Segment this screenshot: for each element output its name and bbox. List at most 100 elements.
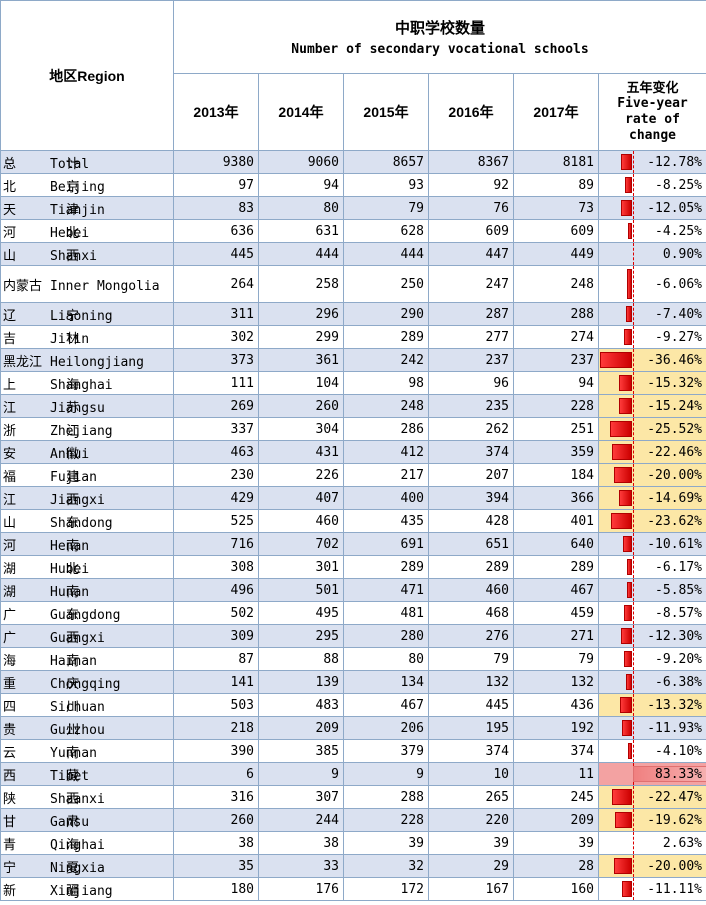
value-cell: 93 xyxy=(343,173,429,197)
value-cell: 248 xyxy=(343,394,429,418)
value-cell: 139 xyxy=(258,670,344,694)
region-name-en: Hubei xyxy=(50,561,90,577)
value-cell: 401 xyxy=(513,509,599,533)
year-header: 2017年 xyxy=(513,73,599,151)
bar-axis xyxy=(633,533,634,555)
value-cell: 447 xyxy=(428,242,514,266)
value-cell: 374 xyxy=(428,739,514,763)
change-value: -9.20% xyxy=(655,651,703,667)
region-cell: 福 建Fujian xyxy=(0,463,174,487)
table-row: 内蒙古 Inner Mongolia 264 258 250 247 248 -6.06% xyxy=(0,265,706,303)
table-title: 中职学校数量 Number of secondary vocational sc… xyxy=(172,0,706,74)
region-name-zh: 山 东 xyxy=(3,515,103,531)
change-bar xyxy=(610,421,633,437)
region-name-zh: 天 津 xyxy=(3,202,103,218)
region-name-en: Tianjin xyxy=(50,202,105,218)
value-cell: 390 xyxy=(173,739,259,763)
value-cell: 9 xyxy=(343,762,429,786)
region-name-zh: 江 苏 xyxy=(3,400,103,416)
bar-axis xyxy=(633,174,634,196)
change-value: -8.25% xyxy=(655,177,703,193)
value-cell: 88 xyxy=(258,647,344,671)
change-cell: -15.24% xyxy=(597,394,706,418)
value-cell: 311 xyxy=(173,302,259,326)
change-value: -19.62% xyxy=(647,812,703,828)
region-name-zh: 河 北 xyxy=(3,225,103,241)
year-header: 2014年 xyxy=(258,73,344,151)
bar-axis xyxy=(633,418,634,440)
region-cell: 安 徽Anhui xyxy=(0,440,174,464)
change-bar xyxy=(623,536,633,552)
change-value: -8.57% xyxy=(655,605,703,621)
change-header-en: rate of xyxy=(625,112,680,127)
value-cell: 258 xyxy=(258,265,344,303)
value-cell: 471 xyxy=(343,578,429,602)
table-row: 陕 西Shaanxi 316 307 288 265 245 -22.47% xyxy=(0,785,706,809)
value-cell: 277 xyxy=(428,325,514,349)
region-name-en: Jilin xyxy=(50,331,90,347)
change-bar xyxy=(612,789,633,805)
region-name-en: Shandong xyxy=(50,515,113,531)
value-cell: 33 xyxy=(258,854,344,878)
change-bar xyxy=(614,858,633,874)
region-cell: 海 南Hainan xyxy=(0,647,174,671)
value-cell: 301 xyxy=(258,555,344,579)
value-cell: 35 xyxy=(173,854,259,878)
value-cell: 269 xyxy=(173,394,259,418)
region-name-en: Total xyxy=(50,156,90,172)
change-bar xyxy=(621,154,633,170)
table-row: 四 川Sichuan 503 483 467 445 436 -13.32% xyxy=(0,693,706,717)
change-cell: -11.93% xyxy=(597,716,706,740)
value-cell: 8657 xyxy=(343,150,429,174)
change-bar xyxy=(626,674,633,690)
value-cell: 304 xyxy=(258,417,344,441)
value-cell: 361 xyxy=(258,348,344,372)
year-header: 2015年 xyxy=(343,73,429,151)
value-cell: 691 xyxy=(343,532,429,556)
change-bar xyxy=(627,582,633,598)
change-bar xyxy=(628,743,633,759)
value-cell: 467 xyxy=(513,578,599,602)
title-zh: 中职学校数量 xyxy=(395,20,486,37)
value-cell: 394 xyxy=(428,486,514,510)
change-cell: -12.05% xyxy=(597,196,706,220)
value-cell: 260 xyxy=(258,394,344,418)
value-cell: 379 xyxy=(343,739,429,763)
value-cell: 209 xyxy=(258,716,344,740)
change-value: 83.33% xyxy=(655,766,703,782)
bar-axis xyxy=(633,671,634,693)
region-cell: 吉 林Jilin xyxy=(0,325,174,349)
region-name-zh: 江 西 xyxy=(3,492,103,508)
value-cell: 29 xyxy=(428,854,514,878)
region-cell: 重 庆Chongqing xyxy=(0,670,174,694)
region-name-zh: 湖 南 xyxy=(3,584,103,600)
region-name-en: Hebei xyxy=(50,225,90,241)
value-cell: 467 xyxy=(343,693,429,717)
value-cell: 251 xyxy=(513,417,599,441)
value-cell: 195 xyxy=(428,716,514,740)
region-cell: 河 南Henan xyxy=(0,532,174,556)
change-value: -20.00% xyxy=(647,858,703,874)
region-name-en: Anhui xyxy=(50,446,90,462)
value-cell: 400 xyxy=(343,486,429,510)
region-name-en: Beijing xyxy=(50,179,105,195)
value-cell: 76 xyxy=(428,196,514,220)
value-cell: 172 xyxy=(343,877,429,901)
change-cell: -13.32% xyxy=(597,693,706,717)
region-cell: 西 藏Tibet xyxy=(0,762,174,786)
value-cell: 97 xyxy=(173,173,259,197)
region-header: 地区Region xyxy=(0,0,174,151)
value-cell: 8367 xyxy=(428,150,514,174)
value-cell: 274 xyxy=(513,325,599,349)
table-row: 福 建Fujian 230 226 217 207 184 -20.00% xyxy=(0,463,706,487)
table-row: 甘 肃Gansu 260 244 228 220 209 -19.62% xyxy=(0,808,706,832)
change-header-zh: 五年变化 xyxy=(626,80,679,95)
table-row: 重 庆Chongqing 141 139 134 132 132 -6.38% xyxy=(0,670,706,694)
region-cell: 河 北Hebei xyxy=(0,219,174,243)
change-value: -10.61% xyxy=(647,536,703,552)
value-cell: 628 xyxy=(343,219,429,243)
change-value: -22.46% xyxy=(647,444,703,460)
value-cell: 38 xyxy=(258,831,344,855)
change-bar xyxy=(624,651,633,667)
value-cell: 636 xyxy=(173,219,259,243)
